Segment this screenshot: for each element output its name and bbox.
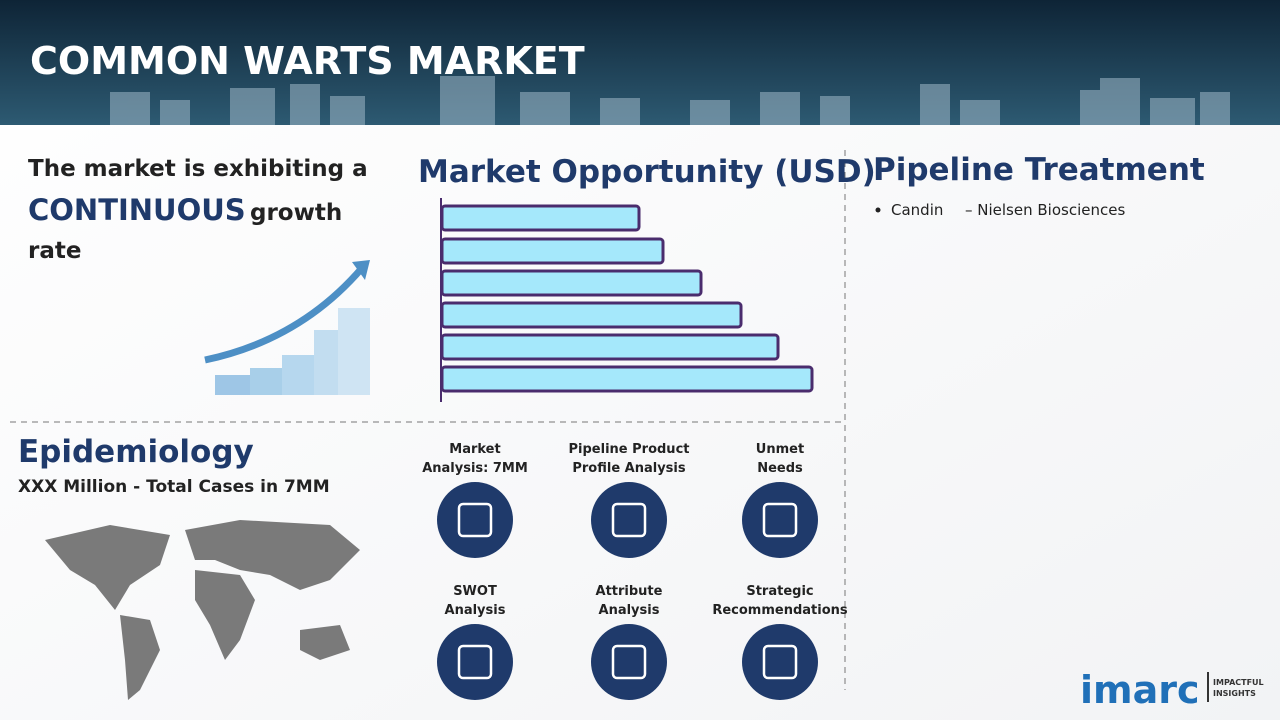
feature-label: Analysis — [599, 603, 660, 618]
feature-label: Profile Analysis — [572, 461, 686, 476]
section-title: Epidemiology — [18, 434, 254, 470]
pipeline-list: Candin – Nielsen Biosciences — [875, 201, 1125, 219]
title: COMMON WARTS MARKET — [30, 39, 585, 83]
pipeline-company: – Nielsen Biosciences — [965, 201, 1125, 219]
decorative-bars — [440, 198, 814, 402]
feature-label: Attribute — [596, 584, 663, 599]
feature-label: Pipeline Product — [569, 442, 690, 457]
feature-grid: Market Analysis: 7MM Pipeline Product Profi… — [422, 442, 848, 700]
feature-label: Unmet — [756, 442, 804, 457]
growth-highlight: CONTINUOUS — [28, 193, 246, 227]
feature-icon — [591, 482, 667, 558]
feature-icon-glyph — [762, 502, 798, 538]
feature-label: Strategic — [746, 584, 813, 599]
growth-text: The market is exhibiting a — [28, 156, 368, 182]
feature-label: SWOT — [453, 584, 497, 599]
world-map — [45, 520, 360, 700]
growth-text: growth — [250, 200, 342, 226]
logo-brand: imarc — [1080, 668, 1200, 712]
feature-icon — [742, 482, 818, 558]
feature-icon-glyph — [762, 644, 798, 680]
feature-icon — [437, 624, 513, 700]
feature-icon — [591, 624, 667, 700]
logo-tagline: INSIGHTS — [1213, 689, 1256, 698]
feature-label: Needs — [757, 461, 803, 476]
feature-label: Recommendations — [712, 603, 848, 618]
feature-icon-glyph — [611, 644, 647, 680]
feature-icon-glyph — [457, 644, 493, 680]
section-subtitle: XXX Million - Total Cases in 7MM — [18, 477, 330, 497]
feature-icon-glyph — [611, 502, 647, 538]
pipeline-drug: Candin — [891, 201, 943, 219]
skyline — [110, 76, 1230, 125]
logo-tagline: IMPACTFUL — [1213, 678, 1264, 687]
feature-label: Market — [449, 442, 500, 457]
feature-icon-glyph — [457, 502, 493, 538]
growth-text: rate — [28, 238, 81, 264]
growth-illustration — [204, 260, 370, 395]
section-title: Pipeline Treatment — [873, 152, 1205, 188]
feature-label: Analysis — [445, 603, 506, 618]
feature-icon — [742, 624, 818, 700]
feature-icon — [437, 482, 513, 558]
chart-title: Market Opportunity (USD) — [418, 154, 876, 190]
bullet — [875, 207, 881, 213]
feature-label: Analysis: 7MM — [422, 461, 528, 476]
logo: imarc IMPACTFUL INSIGHTS — [1080, 668, 1264, 712]
